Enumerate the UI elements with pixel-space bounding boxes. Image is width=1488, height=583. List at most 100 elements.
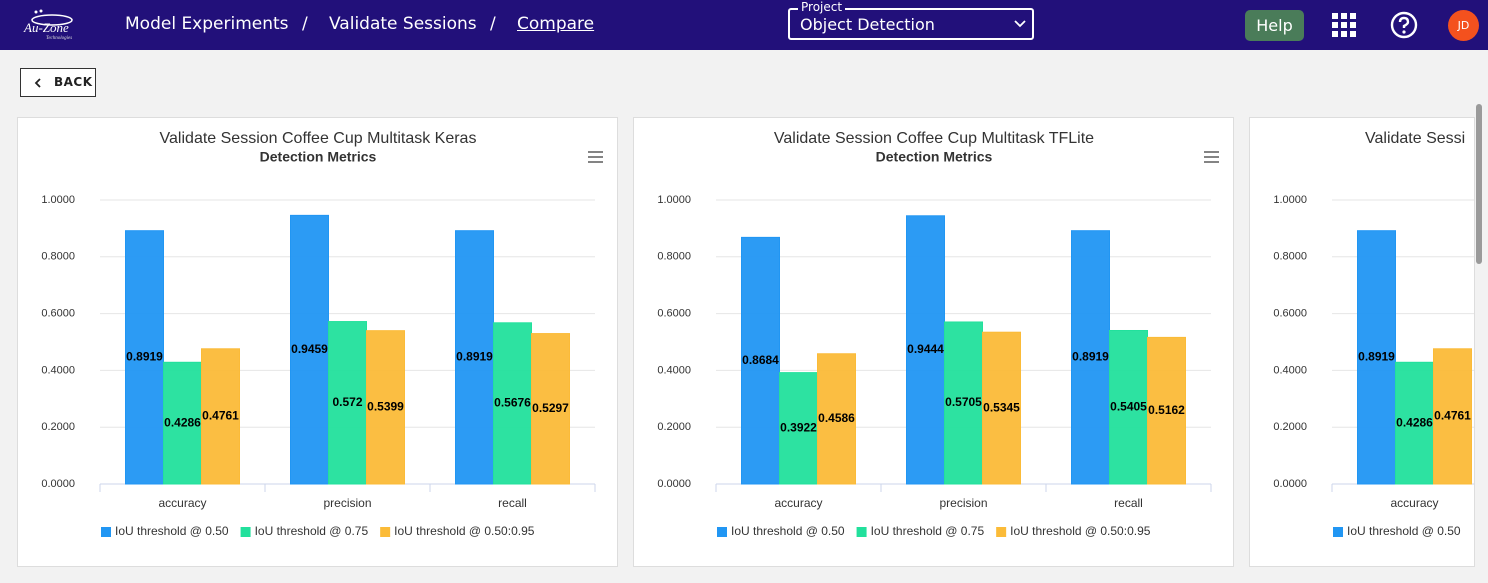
legend-item[interactable]: IoU threshold @ 0.50 — [717, 524, 845, 538]
data-label: 0.5297 — [532, 401, 569, 415]
x-tick-label: accuracy — [158, 496, 206, 510]
legend-item[interactable]: IoU threshold @ 0.75 — [856, 524, 985, 538]
data-label: 0.8919 — [1072, 350, 1109, 364]
bar — [1433, 348, 1472, 485]
breadcrumb[interactable]: Model Experiments — [125, 14, 289, 34]
x-tick-label: recall — [498, 496, 527, 510]
bar — [531, 333, 570, 485]
data-label: 0.572 — [332, 395, 362, 409]
x-tick-label: recall — [1114, 496, 1143, 510]
data-label: 0.5162 — [1148, 403, 1185, 417]
legend-item[interactable]: IoU threshold @ 0.50 — [1333, 524, 1461, 538]
data-label: 0.8919 — [1358, 350, 1395, 364]
y-tick-label: 0.8000 — [657, 251, 691, 263]
project-label: Project — [798, 1, 846, 14]
project-select[interactable]: Project Object Detection — [788, 1, 1034, 40]
legend-label: IoU threshold @ 0.50:0.95 — [1010, 524, 1151, 538]
back-button[interactable]: BACK — [20, 68, 96, 97]
data-label: 0.4761 — [202, 409, 239, 423]
chart: Validate Session Coffee Cup Multitask Ke… — [41, 130, 603, 538]
legend-item[interactable]: IoU threshold @ 0.50 — [101, 524, 229, 538]
x-tick-label: precision — [323, 496, 371, 510]
legend-label: IoU threshold @ 0.50 — [115, 524, 229, 538]
data-label: 0.4286 — [164, 415, 201, 429]
logo-subtext: Technologies — [46, 36, 73, 41]
legend-item[interactable]: IoU threshold @ 0.50:0.95 — [996, 524, 1151, 538]
data-label: 0.4761 — [1434, 409, 1471, 423]
y-tick-label: 0.2000 — [41, 421, 75, 433]
bar — [817, 353, 856, 485]
data-label: 0.3922 — [780, 420, 817, 434]
chart-card: Validate Session Coffee Cup Multitask TF… — [633, 117, 1234, 567]
bar — [1395, 361, 1434, 485]
data-label: 0.5405 — [1110, 399, 1147, 413]
x-tick-label: precision — [939, 496, 987, 510]
bar — [201, 348, 240, 485]
bar — [1109, 329, 1148, 485]
chart: Validate Session Coffee Cup Multitask TF… — [657, 130, 1219, 538]
y-tick-label: 0.6000 — [1273, 308, 1307, 320]
chart-title: Validate Session Coffee Cup Multitask TF… — [774, 130, 1094, 147]
bar — [1357, 230, 1396, 485]
help-icon[interactable] — [1390, 11, 1418, 39]
bar — [328, 321, 367, 485]
bar — [944, 321, 983, 485]
user-avatar[interactable]: JD — [1448, 10, 1479, 41]
data-label: 0.9444 — [907, 342, 944, 356]
apps-icon[interactable] — [1332, 13, 1356, 37]
back-label: BACK — [54, 75, 93, 89]
data-label: 0.5345 — [983, 400, 1020, 414]
legend-swatch — [380, 527, 391, 537]
y-tick-label: 0.0000 — [41, 478, 75, 490]
chart-menu[interactable] — [1204, 151, 1219, 163]
legend-label: IoU threshold @ 0.50:0.95 — [394, 524, 535, 538]
legend-swatch — [1333, 527, 1343, 537]
chart: Validate Sessi 0.0000 0.2000 0.4000 0.6000 0.… — [1273, 130, 1474, 538]
logo-swoosh — [31, 9, 73, 26]
breadcrumb[interactable]: Validate Sessions — [329, 14, 477, 34]
breadcrumb[interactable]: Compare — [517, 14, 595, 34]
y-tick-label: 0.6000 — [657, 308, 691, 320]
legend-swatch — [101, 527, 111, 537]
data-label: 0.8919 — [456, 350, 493, 364]
legend-label: IoU threshold @ 0.50 — [731, 524, 845, 538]
scrollbar[interactable] — [1476, 104, 1482, 264]
y-tick-label: 0.8000 — [41, 251, 75, 263]
bar — [779, 372, 818, 485]
project-value: Object Detection — [800, 15, 935, 34]
data-label: 0.5399 — [367, 400, 404, 414]
chart-menu[interactable] — [588, 151, 603, 163]
legend-swatch — [240, 527, 251, 537]
y-tick-label: 0.4000 — [41, 364, 75, 376]
chart-card: Validate Session Coffee Cup Multitask Ke… — [17, 117, 618, 567]
bar — [982, 331, 1021, 485]
data-label: 0.5705 — [945, 395, 982, 409]
legend-label: IoU threshold @ 0.75 — [871, 524, 985, 538]
data-label: 0.9459 — [291, 342, 328, 356]
data-label: 0.5676 — [494, 396, 531, 410]
y-tick-label: 0.0000 — [657, 478, 691, 490]
data-label: 0.4586 — [818, 411, 855, 425]
data-label: 0.8684 — [742, 353, 779, 367]
legend-item[interactable]: IoU threshold @ 0.75 — [240, 524, 369, 538]
y-tick-label: 0.2000 — [1273, 421, 1307, 433]
help-button[interactable]: Help — [1245, 10, 1304, 41]
y-tick-label: 0.2000 — [657, 421, 691, 433]
bar — [906, 215, 945, 485]
chart-title: Validate Sessi — [1365, 130, 1465, 147]
y-tick-label: 0.4000 — [1273, 364, 1307, 376]
y-tick-label: 0.4000 — [657, 364, 691, 376]
dropdown-arrow — [1014, 20, 1026, 28]
legend-swatch — [717, 527, 727, 537]
logo[interactable]: Au-Zone Technologies — [22, 8, 82, 44]
y-tick-label: 0.6000 — [41, 308, 75, 320]
legend-item[interactable]: IoU threshold @ 0.50:0.95 — [380, 524, 535, 538]
chart-title: Validate Session Coffee Cup Multitask Ke… — [160, 130, 477, 147]
data-label: 0.4286 — [1396, 415, 1433, 429]
x-tick-label: accuracy — [1390, 496, 1438, 510]
legend-swatch — [856, 527, 867, 537]
legend-swatch — [996, 527, 1007, 537]
bar — [1147, 336, 1186, 485]
y-tick-label: 1.0000 — [41, 194, 75, 206]
